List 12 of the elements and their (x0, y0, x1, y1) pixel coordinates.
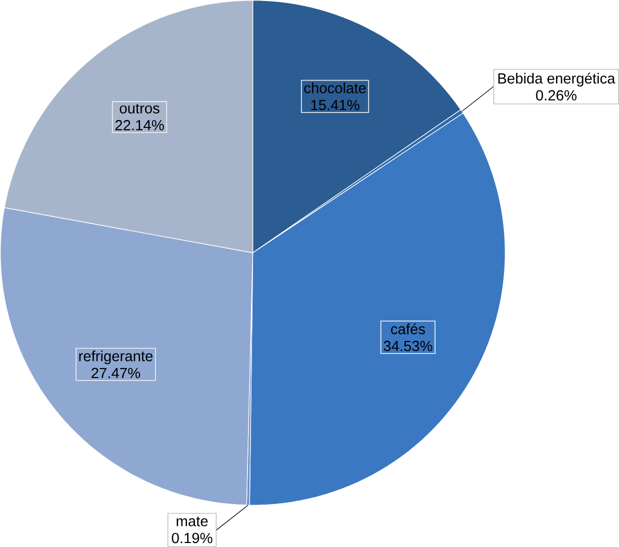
data-label: 22.14% (115, 120, 164, 130)
data-label: 15.41% (311, 100, 360, 110)
slice-label: cafés (391, 323, 425, 334)
data-label: 0.19% (172, 532, 212, 544)
slice-label: chocolate (304, 82, 366, 94)
slice-label: refrigerante (79, 350, 153, 364)
data-label: 27.47% (92, 368, 140, 378)
slice-label: outros (120, 104, 160, 114)
data-label: 34.53% (384, 340, 432, 352)
slice-label: Bebida energética (498, 72, 616, 87)
slice-label: mate (176, 516, 208, 526)
data-label: 0.26% (536, 90, 576, 101)
